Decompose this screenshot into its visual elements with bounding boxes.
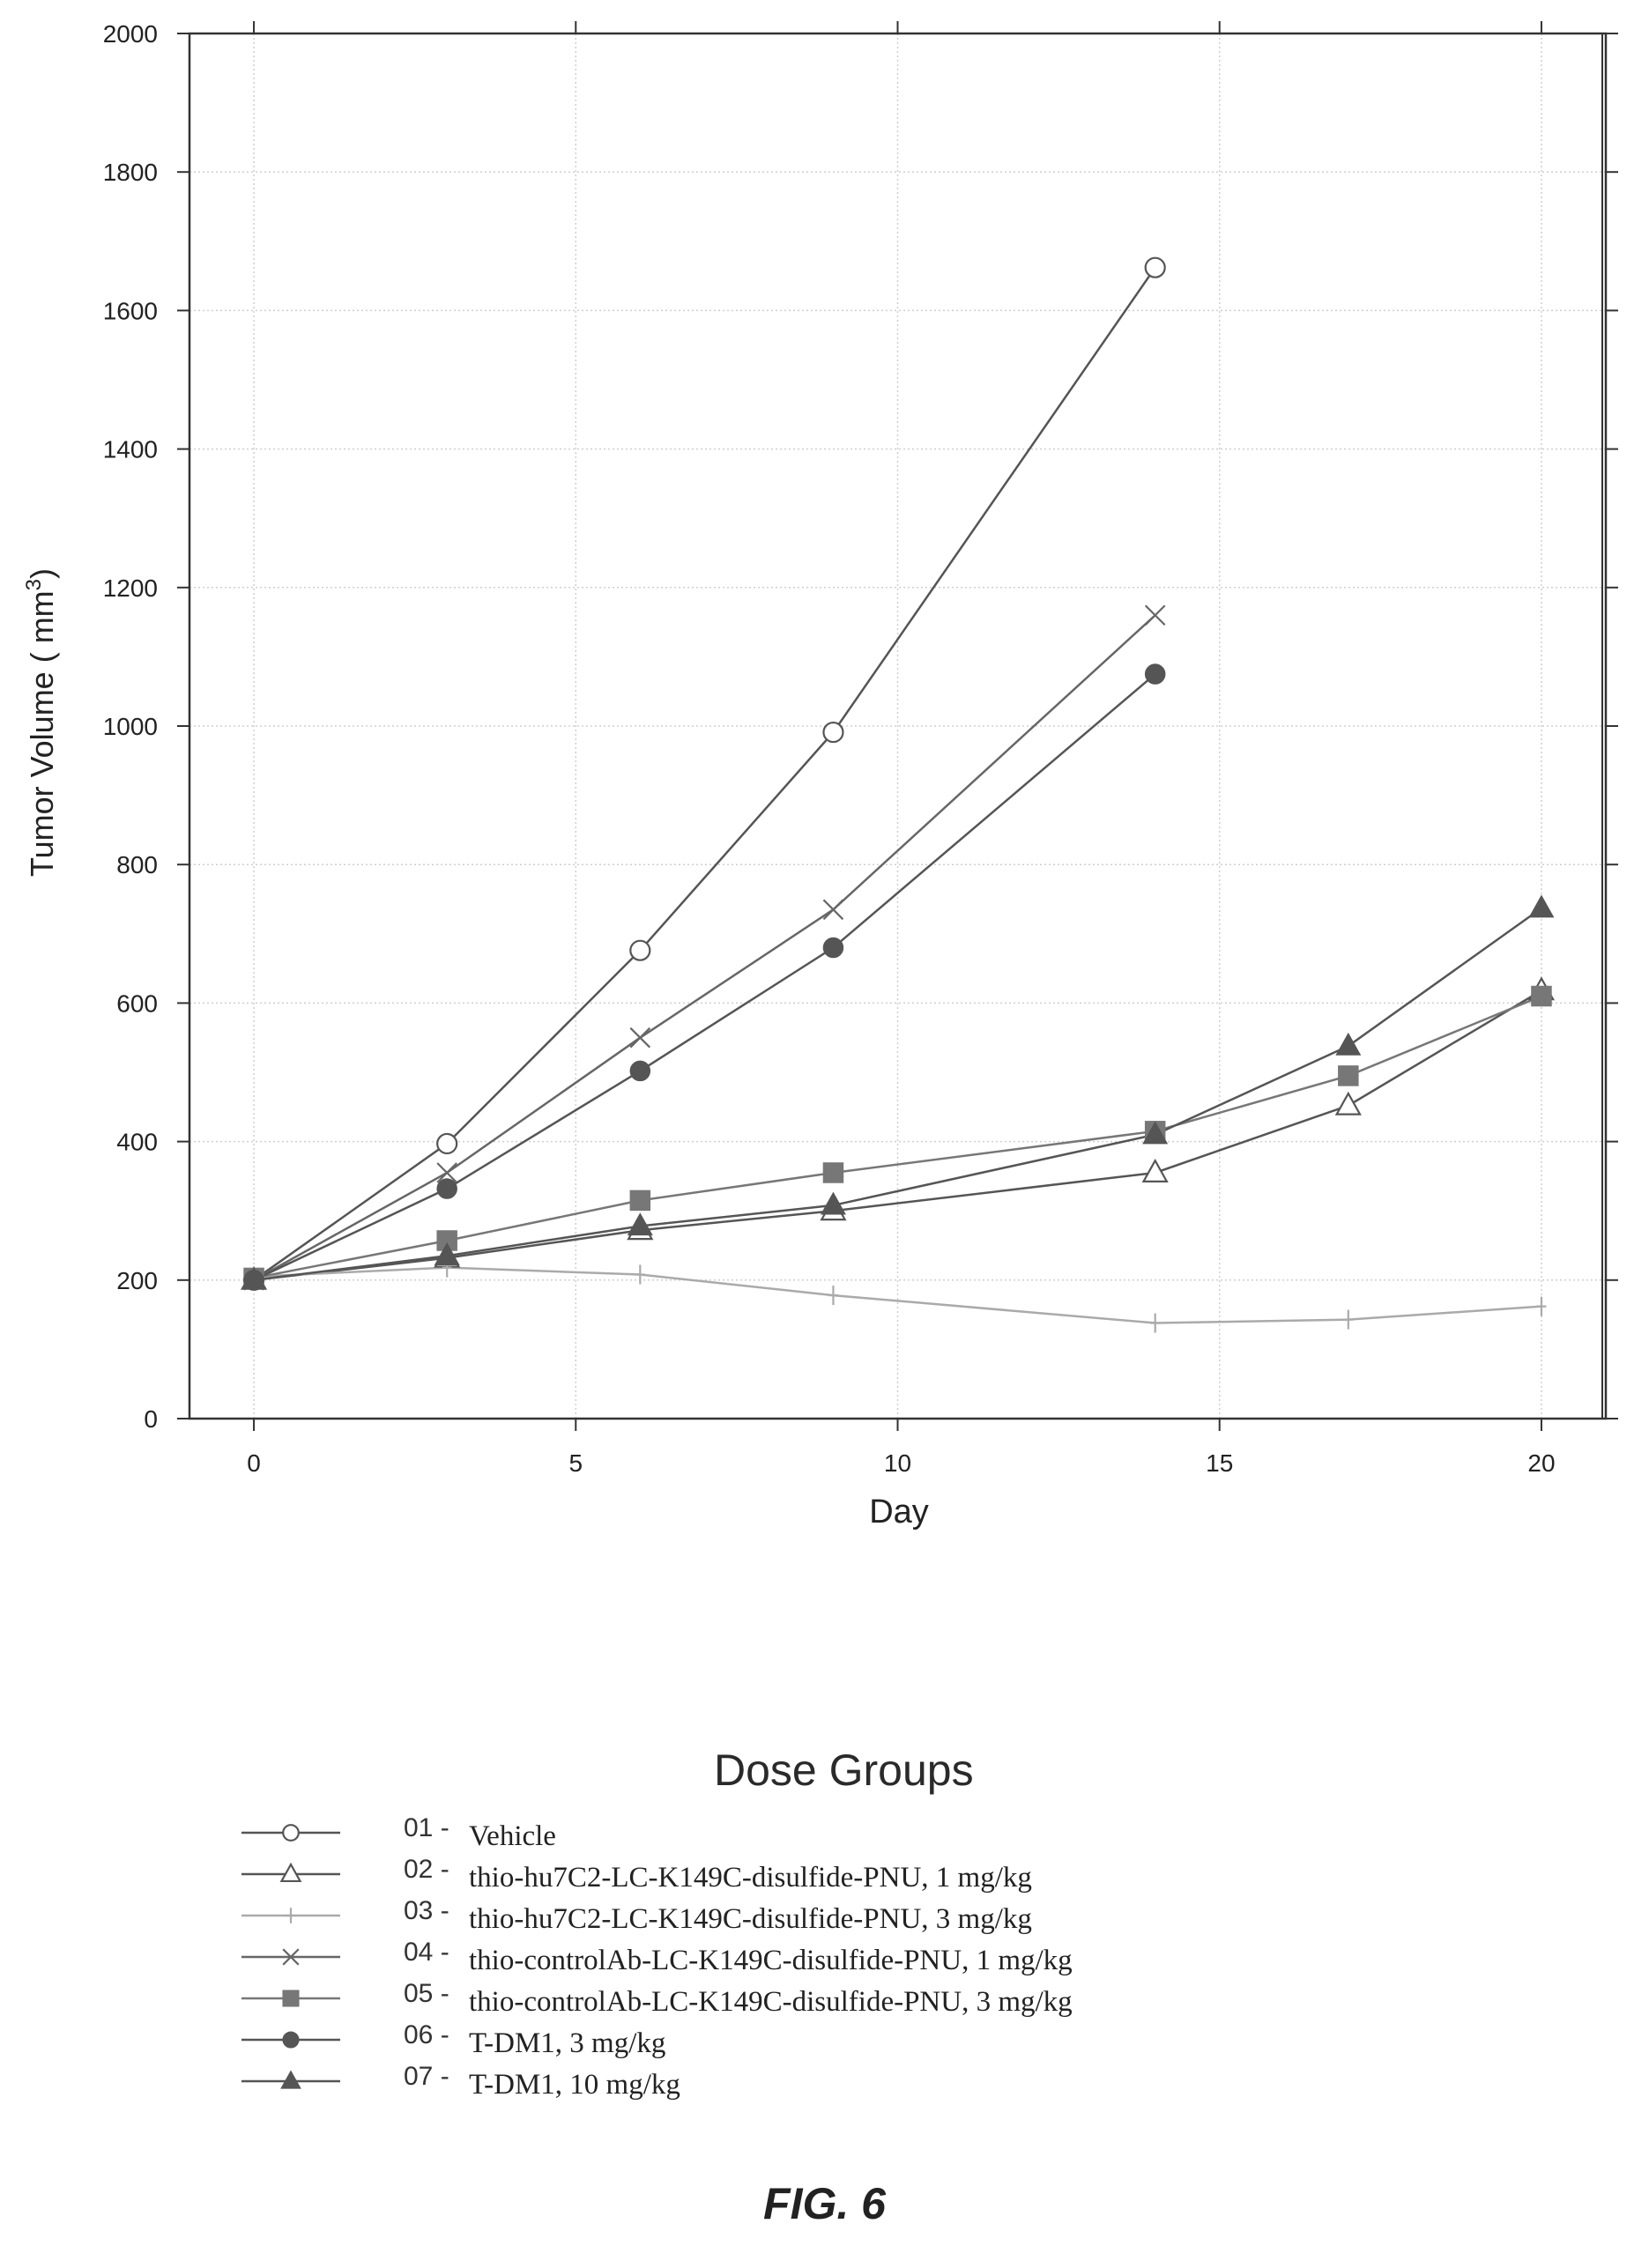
data-point-series-1 xyxy=(629,939,651,961)
data-point-series-1 xyxy=(1144,256,1166,278)
legend-item: 04 - thio-controlAb-LC-K149C-disulfide-PN… xyxy=(238,1938,1472,1981)
y-tick-label: 0 xyxy=(144,1405,158,1433)
x-tick-label: 15 xyxy=(1206,1449,1233,1477)
data-point-series-3 xyxy=(828,1286,838,1306)
axis-labels: Day Tumor Volume ( mm3) xyxy=(22,568,929,1531)
legend-label: Vehicle xyxy=(469,1820,556,1852)
legend-id: 07 - xyxy=(404,2062,449,2091)
legend-id: 04 - xyxy=(404,1938,449,1967)
legend-swatch xyxy=(241,2031,340,2049)
y-axis-label: Tumor Volume ( mm3) xyxy=(22,568,60,877)
legend-marker-icon xyxy=(279,1862,302,1883)
y-tick-label: 600 xyxy=(116,989,158,1017)
data-point-series-5 xyxy=(629,1190,651,1212)
legend-title: Dose Groups xyxy=(714,1745,974,1795)
legend-label: thio-hu7C2-LC-K149C-disulfide-PNU, 1 mg/… xyxy=(469,1862,1032,1894)
data-point-series-7 xyxy=(627,1212,653,1236)
series-line-4 xyxy=(253,614,1156,1281)
y-tick-label: 1200 xyxy=(103,574,158,602)
axis-ticks: 0 5 10 15 2002004006008001000120014001600180… xyxy=(103,20,1618,1477)
data-point-series-5 xyxy=(1531,985,1552,1007)
data-point-series-2 xyxy=(1141,1158,1169,1182)
data-point-series-3 xyxy=(1343,1309,1354,1330)
data-point-series-7 xyxy=(434,1242,460,1265)
legend-marker-icon xyxy=(282,2031,300,2049)
y-tick-label: 400 xyxy=(116,1129,158,1156)
legend-swatch xyxy=(241,1990,340,2007)
legend-label: thio-controlAb-LC-K149C-disulfide-PNU, 3… xyxy=(469,1986,1073,2018)
x-tick-label: 0 xyxy=(247,1449,261,1477)
grid xyxy=(189,33,1606,1419)
legend-item: 03 - thio-hu7C2-LC-K149C-disulfide-PNU, 3… xyxy=(238,1896,1472,1939)
data-point-series-4 xyxy=(629,1027,651,1049)
y-tick-label: 200 xyxy=(116,1267,158,1294)
legend-swatch xyxy=(241,1908,340,1923)
data-point-series-7 xyxy=(1335,1032,1362,1056)
legend-id: 02 - xyxy=(404,1855,449,1884)
y-tick-label: 2000 xyxy=(103,20,158,48)
y-tick-label: 1400 xyxy=(103,436,158,463)
legend-id: 01 - xyxy=(404,1813,449,1842)
data-point-series-4 xyxy=(436,1162,457,1183)
data-point-series-1 xyxy=(436,1132,458,1155)
series-line-1 xyxy=(253,266,1156,1281)
y-axis-label-superscript: 3 xyxy=(22,579,46,590)
y-tick-label: 800 xyxy=(116,851,158,878)
legend-marker-icon xyxy=(282,1990,300,2007)
legend-label: thio-hu7C2-LC-K149C-disulfide-PNU, 3 mg/… xyxy=(469,1903,1032,1935)
data-point-series-3 xyxy=(1536,1296,1547,1316)
x-tick-label: 5 xyxy=(568,1449,583,1477)
x-tick-label: 20 xyxy=(1527,1449,1555,1477)
data-point-series-7 xyxy=(1142,1121,1169,1145)
legend-id: 05 - xyxy=(404,1979,449,2008)
y-axis-label-suffix: ) xyxy=(24,568,60,579)
y-axis-label-main: Tumor Volume ( mm xyxy=(24,590,60,877)
data-point-series-1 xyxy=(822,721,844,744)
legend-label: thio-controlAb-LC-K149C-disulfide-PNU, 1… xyxy=(469,1945,1073,1976)
data-point-series-4 xyxy=(822,899,844,921)
legend-rows: 01 - Vehicle 02 - thio-hu7C2-LC-K149C-disul… xyxy=(238,1813,1472,2105)
data-point-series-7 xyxy=(1528,894,1555,918)
y-tick-label: 1800 xyxy=(103,159,158,186)
x-tick-label: 10 xyxy=(884,1449,911,1477)
data-point-series-2 xyxy=(1334,1091,1362,1115)
legend-item: 06 - T-DM1, 3 mg/kg xyxy=(238,2020,1472,2064)
legend-id: 06 - xyxy=(404,2020,449,2049)
legend-item: 07 - T-DM1, 10 mg/kg xyxy=(238,2062,1472,2105)
legend-swatch xyxy=(241,1862,340,1883)
data-point-series-5 xyxy=(822,1162,844,1183)
legend-marker-icon xyxy=(280,2070,301,2089)
figure-caption: FIG. 6 xyxy=(763,2179,886,2228)
data-point-series-6 xyxy=(1144,663,1166,685)
data-point-series-6 xyxy=(822,937,844,959)
y-tick-label: 1600 xyxy=(103,297,158,324)
data-point-series-7 xyxy=(820,1191,846,1215)
data-point-series-4 xyxy=(1144,604,1166,626)
data-point-series-7 xyxy=(241,1266,267,1290)
data-point-series-3 xyxy=(1150,1313,1161,1333)
data-point-series-5 xyxy=(1338,1065,1359,1086)
legend-item: 01 - Vehicle xyxy=(238,1813,1472,1857)
legend-swatch xyxy=(241,1948,340,1966)
legend-item: 02 - thio-hu7C2-LC-K149C-disulfide-PNU, 1… xyxy=(238,1855,1472,1898)
legend-swatch xyxy=(241,2070,340,2089)
data-point-series-6 xyxy=(436,1178,457,1199)
legend-label: T-DM1, 10 mg/kg xyxy=(469,2069,680,2101)
series-markers xyxy=(240,256,1556,1333)
legend-marker-icon xyxy=(282,1824,300,1842)
legend-marker-icon xyxy=(282,1948,300,1966)
data-point-series-3 xyxy=(635,1264,645,1285)
legend-item: 05 - thio-controlAb-LC-K149C-disulfide-PN… xyxy=(238,1979,1472,2022)
y-tick-label: 1000 xyxy=(103,713,158,740)
legend-id: 03 - xyxy=(404,1896,449,1925)
legend-label: T-DM1, 3 mg/kg xyxy=(469,2027,666,2059)
legend-swatch xyxy=(241,1824,340,1842)
legend-marker-icon xyxy=(286,1908,295,1923)
x-axis-label: Day xyxy=(869,1493,929,1531)
data-point-series-6 xyxy=(629,1060,651,1082)
